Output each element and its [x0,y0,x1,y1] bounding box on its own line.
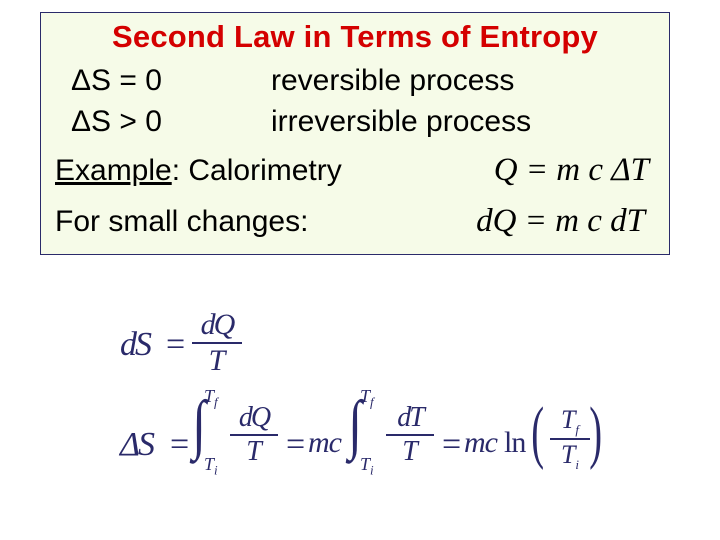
ln-fraction: Tf Ti [548,406,592,472]
row0-rhs: reversible process [271,61,657,102]
int1-upper: Tf [204,386,218,411]
row1-lhs: ΔS > 0 [71,102,271,143]
mc-2: mc [464,426,497,460]
ln-text: ln [504,426,525,460]
entropy-row-1: ΔS > 0 irreversible process [53,102,657,143]
integral-1: ∫ Tf Ti [190,392,208,458]
int1-den: T [226,438,282,466]
eq2-lhs: ΔS [120,426,153,464]
eq1-fraction: dQ T [188,310,246,376]
equation-region: dS = dQ T ΔS = ∫ Tf Ti dQ T = mc ∫ Tf Ti… [120,310,600,510]
paren-right: ) [589,398,602,468]
eq1-num: dQ [188,310,246,340]
int1-fraction: dQ T [226,404,282,466]
int2-den: T [382,438,438,466]
example-line: Example: Calorimetry Q = m c ΔT [53,152,657,189]
eq2-equals-3: = [442,426,461,464]
int2-upper: Tf [360,386,374,411]
small-text: For small changes: [55,205,308,239]
int1-num: dQ [226,404,282,432]
example-text: : Calorimetry [172,154,342,188]
entropy-row-0: ΔS = 0 reversible process [53,61,657,102]
content-box: Second Law in Terms of Entropy ΔS = 0 re… [40,12,670,255]
int2-fraction: dT T [382,404,438,466]
equation-DeltaS: ΔS = ∫ Tf Ti dQ T = mc ∫ Tf Ti dT T = mc… [120,390,600,500]
eq2-equals-1: = [170,426,189,464]
eq1-den: T [188,346,246,376]
integral-2: ∫ Tf Ti [346,392,364,458]
int2-num: dT [382,404,438,432]
eq2-equals-2: = [286,426,305,464]
row0-lhs: ΔS = 0 [71,61,271,102]
equation-dS: dS = dQ T [120,310,600,384]
ln-num: Tf [548,406,592,437]
int1-lower: Ti [204,454,218,479]
example-formula: Q = m c ΔT [494,152,657,189]
paren-left: ( [531,398,544,468]
ln-den: Ti [548,441,592,472]
row1-rhs: irreversible process [271,102,657,143]
int2-lower: Ti [360,454,374,479]
small-formula: dQ = m c dT [476,203,657,240]
eq1-lhs: dS [120,326,150,364]
eq1-equals: = [166,326,185,364]
small-changes-line: For small changes: dQ = m c dT [53,203,657,240]
example-label: Example [55,154,172,188]
mc-1: mc [308,426,341,460]
box-title: Second Law in Terms of Entropy [53,19,657,55]
